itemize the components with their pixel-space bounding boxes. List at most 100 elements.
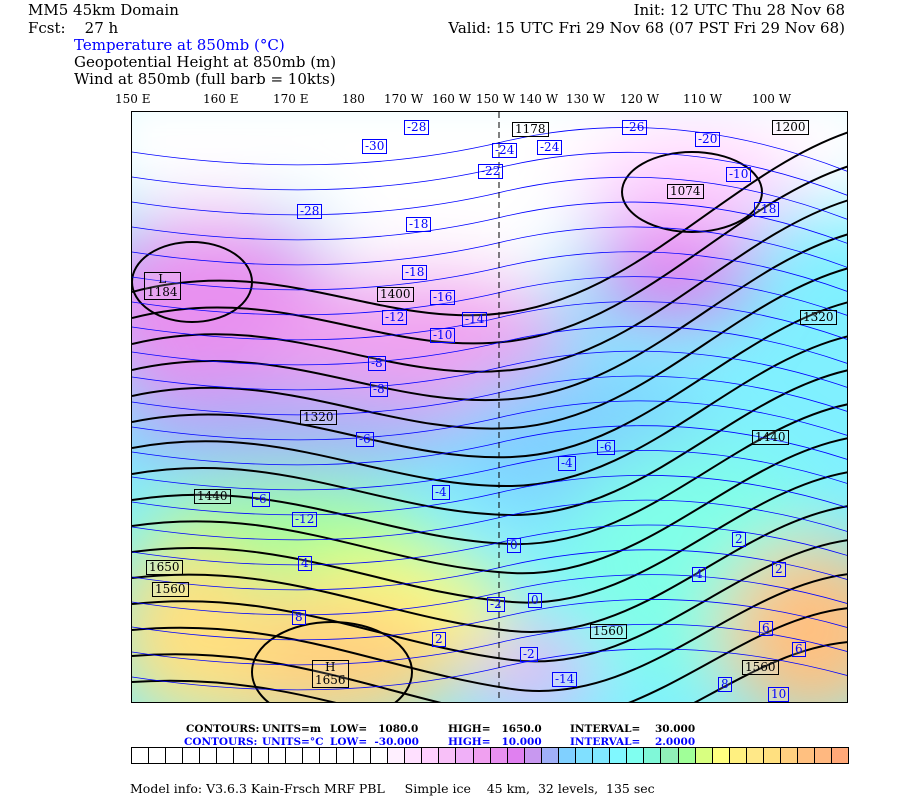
height-contour (251, 621, 413, 702)
longitude-label: 110 W (683, 92, 723, 106)
height-label: 1650 (146, 560, 183, 575)
height-contour-label: CONTOURS: (186, 723, 260, 735)
map-field (132, 112, 847, 702)
temperature-label: -18 (754, 202, 780, 217)
longitude-label: 170 W (384, 92, 424, 106)
color-bar-swatch (832, 747, 850, 764)
height-contour (132, 471, 847, 604)
color-bar-swatch (627, 747, 645, 764)
temperature-label: 6 (792, 642, 806, 657)
color-bar-swatch (354, 747, 372, 764)
color-bar-swatch (302, 747, 320, 764)
color-bar-swatch (149, 747, 167, 764)
height-interval: INTERVAL= 30.000 (570, 723, 696, 735)
field-wind: Wind at 850mb (full barb = 10kts) (74, 70, 336, 88)
temperature-label: -24 (537, 140, 563, 155)
color-bar-swatch (576, 747, 594, 764)
temperature-contour (132, 350, 847, 391)
temperature-contour (132, 574, 847, 616)
map-labels: L 1184 1400 1320 1440 1560 1650 1178 1074 1200 13… (132, 112, 847, 702)
temperature-contour (132, 648, 847, 691)
temperature-contour (132, 425, 847, 466)
height-contour (132, 267, 847, 430)
temperature-label: 8 (292, 610, 306, 625)
longitude-label: 160 W (432, 92, 472, 106)
temperature-contour (132, 325, 847, 366)
color-bar-swatch (746, 747, 764, 764)
color-bar-swatch (336, 747, 355, 764)
temperature-label: -6 (252, 492, 270, 507)
temperature-label: -2 (487, 597, 505, 612)
height-contour (132, 607, 847, 702)
temperature-label: -24 (492, 143, 518, 158)
height-contour (132, 199, 847, 373)
temperature-contour (132, 201, 847, 244)
height-contour (132, 165, 847, 345)
height-label: 1560 (590, 624, 627, 639)
temperature-label: -28 (404, 120, 430, 135)
temperature-label: -2 (520, 647, 538, 662)
temperature-contour (132, 599, 847, 641)
longitude-label: 180 (342, 92, 365, 106)
domain-title: MM5 45km Domain (28, 1, 179, 19)
color-bar-swatch (490, 747, 508, 764)
height-label: 1440 (194, 489, 231, 504)
color-bar (131, 747, 850, 764)
longitude-label: 150 W (476, 92, 516, 106)
temperature-label: -14 (552, 672, 578, 687)
color-bar-swatch (780, 747, 799, 764)
height-contour (132, 437, 847, 575)
height-contour (132, 641, 847, 702)
temperature-label: 2 (732, 532, 746, 547)
height-high: HIGH= 1650.0 (448, 723, 542, 735)
longitude-label: 130 W (566, 92, 606, 106)
color-bar-swatch (217, 747, 235, 764)
temperature-label: -12 (382, 310, 408, 325)
height-label: L 1184 (144, 272, 181, 300)
height-label: 1320 (300, 410, 337, 425)
color-bar-swatch (200, 747, 218, 764)
temperature-contour (132, 549, 847, 591)
color-bar-swatch (234, 747, 252, 764)
color-bar-swatch (166, 747, 184, 764)
temperature-contour (132, 251, 847, 292)
temperature-contour (132, 176, 847, 220)
height-label: 1560 (742, 660, 779, 675)
temp-contour-label: CONTOURS: (184, 736, 258, 748)
temperature-contours (132, 127, 847, 691)
color-bar-swatch (473, 747, 491, 764)
temperature-label: -10 (726, 167, 752, 182)
color-bar-swatch (132, 747, 150, 764)
color-bar-swatch (678, 747, 696, 764)
color-bar-swatch (405, 747, 423, 764)
temperature-contour (132, 301, 847, 341)
color-bar-swatch (729, 747, 747, 764)
field-temperature: Temperature at 850mb (°C) (74, 36, 285, 54)
temperature-label: -8 (368, 356, 386, 371)
temperature-contour (132, 226, 847, 268)
temperature-label: 6 (759, 621, 773, 636)
longitude-label: 150 E (115, 92, 151, 106)
longitude-label: 170 E (273, 92, 309, 106)
height-contour (132, 539, 847, 663)
temperature-label: -18 (402, 265, 428, 280)
temperature-contour (132, 474, 847, 516)
temperature-label: -16 (430, 290, 456, 305)
color-bar-swatch (285, 747, 303, 764)
temperature-contour (132, 127, 847, 172)
temperature-label: 2 (772, 562, 786, 577)
height-low: LOW= 1080.0 (330, 723, 419, 735)
temperature-label: 4 (692, 567, 706, 582)
temperature-label: 0 (507, 538, 521, 553)
color-bar-swatch (558, 747, 577, 764)
temperature-contour (132, 276, 847, 316)
height-label: 1074 (667, 184, 704, 199)
temperature-label: -12 (292, 512, 318, 527)
height-contour (132, 241, 253, 323)
temperature-label: -6 (597, 440, 615, 455)
color-bar-swatch (712, 747, 730, 764)
longitude-label: 160 E (203, 92, 239, 106)
height-label: 1440 (752, 430, 789, 445)
temperature-label: -20 (695, 132, 721, 147)
color-bar-swatch (319, 747, 337, 764)
